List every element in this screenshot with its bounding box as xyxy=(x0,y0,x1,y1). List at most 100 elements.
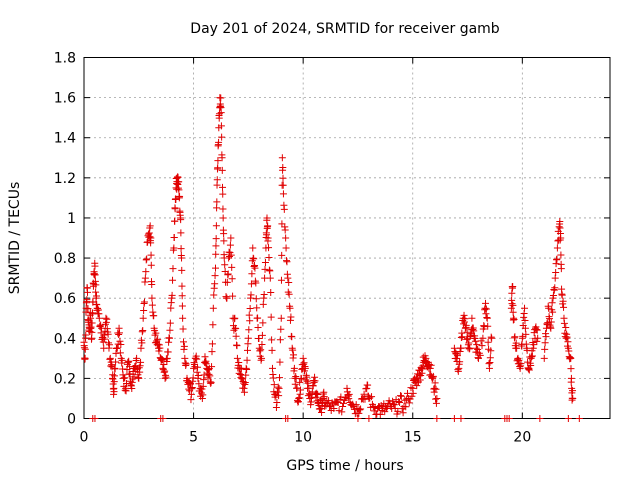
data-point xyxy=(488,334,496,342)
x-tick-label: 0 xyxy=(80,430,89,446)
data-point xyxy=(103,315,111,323)
data-point xyxy=(143,255,151,263)
data-point xyxy=(146,222,154,230)
data-point xyxy=(147,234,155,242)
data-point xyxy=(268,346,276,354)
data-point xyxy=(325,397,333,405)
data-point xyxy=(116,329,124,337)
data-point xyxy=(80,344,88,352)
data-point xyxy=(253,304,261,312)
data-point xyxy=(279,174,287,182)
data-point xyxy=(84,288,92,296)
y-tick-label: 0.4 xyxy=(54,331,76,347)
data-point xyxy=(130,373,138,381)
data-point xyxy=(261,265,269,273)
data-point xyxy=(101,335,109,343)
data-point xyxy=(540,354,548,362)
data-point xyxy=(208,363,216,371)
data-point xyxy=(458,333,466,341)
data-point xyxy=(545,304,553,312)
data-point xyxy=(249,244,257,252)
data-point xyxy=(91,271,99,279)
data-point xyxy=(166,319,174,327)
data-point xyxy=(263,231,271,239)
data-point xyxy=(155,347,163,355)
data-point xyxy=(395,397,403,405)
data-point xyxy=(567,374,575,382)
data-point xyxy=(274,383,282,391)
data-point xyxy=(484,322,492,330)
data-point xyxy=(162,373,170,381)
data-point xyxy=(567,354,575,362)
data-point xyxy=(158,356,166,364)
data-point xyxy=(246,305,254,313)
data-point xyxy=(453,352,461,360)
data-point xyxy=(265,254,273,262)
data-point xyxy=(482,299,490,307)
x-tick-label: 15 xyxy=(404,430,422,446)
data-point xyxy=(237,374,245,382)
data-point xyxy=(219,214,227,222)
data-point xyxy=(228,263,236,271)
data-point xyxy=(214,164,222,172)
data-point xyxy=(275,384,283,392)
data-point xyxy=(207,378,215,386)
data-point xyxy=(560,319,568,327)
data-point xyxy=(317,404,325,412)
data-point xyxy=(91,262,99,270)
data-point xyxy=(178,266,186,274)
data-point xyxy=(180,338,188,346)
data-point xyxy=(278,251,286,259)
data-point xyxy=(195,380,203,388)
data-point xyxy=(275,392,283,400)
data-point xyxy=(556,217,564,225)
data-point xyxy=(212,235,220,243)
data-point xyxy=(137,344,145,352)
data-point xyxy=(557,234,565,242)
data-point xyxy=(264,222,272,230)
data-point xyxy=(232,325,240,333)
data-point xyxy=(165,334,173,342)
data-point xyxy=(279,181,287,189)
data-point xyxy=(409,389,417,397)
data-point xyxy=(479,334,487,342)
data-point xyxy=(213,204,221,212)
data-point xyxy=(266,274,274,282)
y-tick-label: 0.6 xyxy=(54,291,76,307)
data-point xyxy=(487,347,495,355)
data-point xyxy=(259,300,267,308)
data-point xyxy=(179,325,187,333)
data-point xyxy=(221,261,229,269)
data-point xyxy=(144,238,152,246)
data-point xyxy=(171,205,179,213)
data-point xyxy=(232,332,240,340)
data-point xyxy=(258,354,266,362)
x-tick-label: 10 xyxy=(294,430,312,446)
data-point xyxy=(318,408,326,416)
data-point xyxy=(169,265,177,273)
data-point xyxy=(142,268,150,276)
data-point xyxy=(278,220,286,228)
data-point xyxy=(276,336,284,344)
x-tick-label: 5 xyxy=(189,430,198,446)
data-point xyxy=(364,381,372,389)
data-point xyxy=(212,222,220,230)
data-point xyxy=(172,196,180,204)
baseline-point xyxy=(575,415,583,422)
data-point xyxy=(252,295,260,303)
data-point xyxy=(243,346,251,354)
data-point xyxy=(148,281,156,289)
data-point xyxy=(295,394,303,402)
data-point xyxy=(137,358,145,366)
data-point xyxy=(432,395,440,403)
data-point xyxy=(432,385,440,393)
data-point xyxy=(297,386,305,394)
data-point xyxy=(244,334,252,342)
data-point xyxy=(355,409,363,417)
data-point xyxy=(259,319,267,327)
data-point xyxy=(300,359,308,367)
data-point xyxy=(110,372,118,380)
data-point xyxy=(564,338,572,346)
data-point xyxy=(267,289,275,297)
data-point xyxy=(534,334,542,342)
